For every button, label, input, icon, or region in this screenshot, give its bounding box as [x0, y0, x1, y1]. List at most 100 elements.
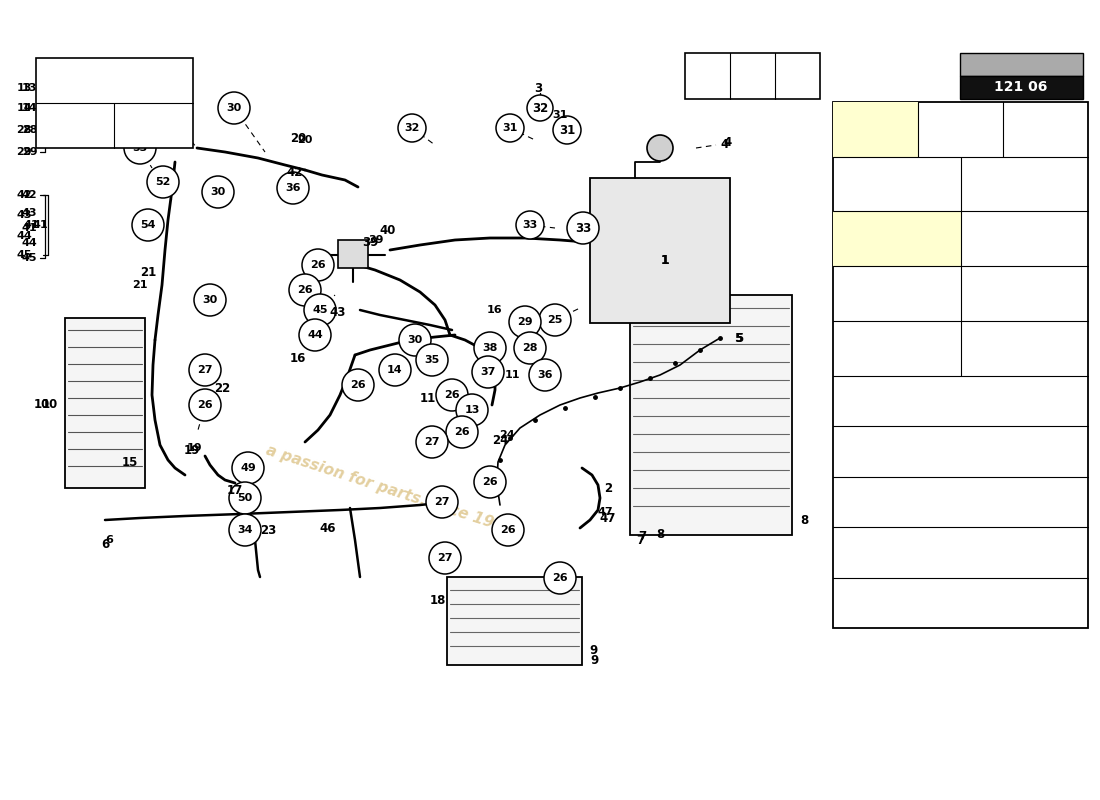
Text: 24: 24	[499, 430, 515, 440]
Circle shape	[416, 344, 448, 376]
Circle shape	[516, 211, 544, 239]
Circle shape	[232, 452, 264, 484]
Text: 37: 37	[690, 65, 706, 78]
Text: 51: 51	[164, 113, 179, 123]
Text: 49: 49	[240, 463, 256, 473]
Text: 54: 54	[145, 118, 162, 131]
Text: 29: 29	[517, 317, 532, 327]
Text: 32: 32	[532, 102, 548, 114]
Text: 39: 39	[368, 235, 384, 245]
Text: 29: 29	[16, 147, 32, 157]
Text: 121 06: 121 06	[994, 80, 1047, 94]
Circle shape	[299, 319, 331, 351]
Text: 35: 35	[425, 355, 440, 365]
Circle shape	[289, 274, 321, 306]
Circle shape	[544, 562, 576, 594]
Text: 36: 36	[735, 65, 751, 78]
Circle shape	[124, 132, 156, 164]
Text: 1: 1	[661, 254, 670, 266]
Text: 44: 44	[22, 238, 37, 248]
Text: 32: 32	[983, 218, 1000, 231]
Text: 52: 52	[155, 177, 170, 187]
Text: 23: 23	[260, 523, 276, 537]
Text: 13: 13	[22, 83, 37, 93]
Text: 26: 26	[482, 477, 498, 487]
Text: 45: 45	[16, 250, 32, 260]
Text: 42: 42	[22, 190, 37, 200]
Text: 8: 8	[656, 529, 664, 542]
Text: 13: 13	[464, 405, 480, 415]
Circle shape	[539, 304, 571, 336]
Text: 4: 4	[720, 138, 728, 151]
Circle shape	[509, 306, 541, 338]
Circle shape	[647, 135, 673, 161]
Circle shape	[416, 426, 448, 458]
Bar	[590, 178, 730, 323]
Text: 30: 30	[210, 187, 225, 197]
Text: 36: 36	[285, 183, 300, 193]
Circle shape	[436, 379, 468, 411]
Text: 30: 30	[983, 327, 1000, 341]
Text: 30: 30	[202, 295, 218, 305]
Bar	[833, 211, 960, 266]
Circle shape	[496, 114, 524, 142]
Text: 26: 26	[197, 400, 212, 410]
Circle shape	[446, 416, 478, 448]
Bar	[685, 53, 820, 99]
Text: 40: 40	[379, 223, 396, 237]
Bar	[960, 76, 1084, 99]
Text: 11: 11	[504, 370, 519, 380]
Circle shape	[218, 92, 250, 124]
Text: 45: 45	[312, 305, 328, 315]
Text: 39: 39	[362, 235, 378, 249]
Circle shape	[429, 542, 461, 574]
Text: 26: 26	[862, 546, 879, 558]
Circle shape	[156, 102, 188, 134]
Text: 47: 47	[597, 507, 613, 517]
Text: 14: 14	[387, 365, 403, 375]
Text: 51: 51	[846, 109, 862, 122]
Text: 22: 22	[213, 382, 230, 394]
Text: 50: 50	[238, 493, 253, 503]
Text: 44: 44	[307, 330, 323, 340]
Text: 30: 30	[227, 103, 242, 113]
Text: 53: 53	[67, 118, 84, 131]
Text: 44: 44	[16, 231, 32, 241]
Circle shape	[277, 172, 309, 204]
Text: 31: 31	[983, 273, 1000, 286]
Text: 29: 29	[22, 147, 37, 157]
Text: 21: 21	[140, 266, 156, 278]
Circle shape	[194, 284, 226, 316]
Text: 14: 14	[22, 103, 37, 113]
Text: 36: 36	[537, 370, 552, 380]
Text: 44: 44	[856, 163, 872, 177]
Text: 33: 33	[575, 222, 591, 234]
Text: 6: 6	[104, 535, 113, 545]
Text: 27: 27	[425, 437, 440, 447]
Text: 37: 37	[481, 367, 496, 377]
Text: 28: 28	[522, 343, 538, 353]
Text: 45: 45	[22, 253, 37, 263]
Text: 26: 26	[500, 525, 516, 535]
Circle shape	[474, 466, 506, 498]
Text: 35: 35	[780, 65, 796, 78]
Text: 46: 46	[320, 522, 337, 534]
Text: 15: 15	[122, 455, 139, 469]
Text: 17: 17	[227, 483, 243, 497]
Circle shape	[399, 324, 431, 356]
Text: 41: 41	[22, 223, 37, 233]
Text: 7: 7	[638, 530, 646, 542]
Text: 34: 34	[238, 525, 253, 535]
Circle shape	[379, 354, 411, 386]
Circle shape	[304, 294, 336, 326]
Text: 43: 43	[16, 210, 32, 220]
Circle shape	[189, 389, 221, 421]
Circle shape	[456, 394, 488, 426]
Text: 31: 31	[552, 110, 568, 120]
Text: 12: 12	[51, 115, 66, 125]
Text: 25: 25	[862, 595, 879, 609]
Text: 32: 32	[405, 123, 420, 133]
Text: 13: 13	[16, 83, 32, 93]
Text: 28: 28	[16, 125, 32, 135]
Bar	[833, 102, 1088, 628]
